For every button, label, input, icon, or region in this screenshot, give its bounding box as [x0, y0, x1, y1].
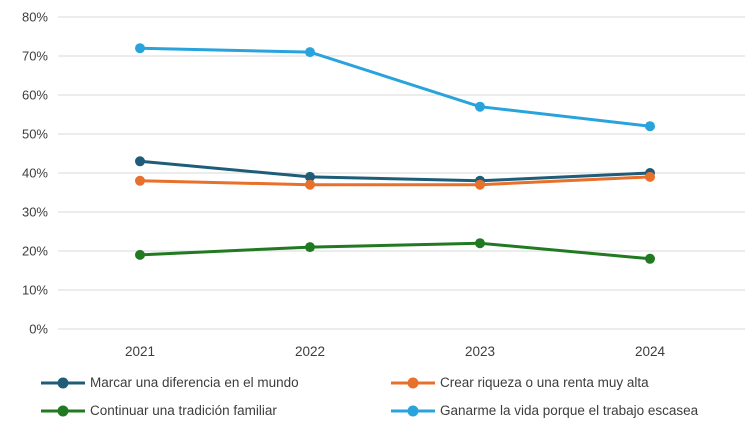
chart-plot-area: 0% 10% 20% 30% 40% 50% 60% 70% 80% 2021 2022 2023 20…	[22, 10, 745, 359]
legend-label: Crear riqueza o una renta muy alta	[440, 375, 649, 390]
legend-line-marker-icon	[41, 377, 85, 388]
legend-item-marcar-una-diferencia: Marcar una diferencia en el mundo	[40, 370, 390, 395]
svg-text:50%: 50%	[22, 127, 48, 142]
legend-line-marker-icon	[41, 405, 85, 416]
svg-text:80%: 80%	[22, 10, 48, 25]
legend-item-continuar-tradicion: Continuar una tradición familiar	[40, 398, 390, 423]
legend-line-marker-icon	[391, 377, 435, 388]
svg-text:2021: 2021	[125, 344, 155, 359]
legend-label: Continuar una tradición familiar	[90, 403, 277, 418]
svg-text:10%: 10%	[22, 283, 48, 298]
legend-item-ganarme-la-vida: Ganarme la vida porque el trabajo escase…	[390, 398, 754, 423]
legend-line-marker-icon	[391, 405, 435, 416]
svg-text:2022: 2022	[295, 344, 325, 359]
chart-legend: Marcar una diferencia en el mundo Crear …	[0, 370, 754, 423]
svg-text:60%: 60%	[22, 88, 48, 103]
legend-label: Marcar una diferencia en el mundo	[90, 375, 299, 390]
legend-label: Ganarme la vida porque el trabajo escase…	[440, 403, 699, 418]
svg-text:20%: 20%	[22, 244, 48, 259]
svg-text:2023: 2023	[465, 344, 495, 359]
svg-text:2024: 2024	[635, 344, 666, 359]
svg-text:40%: 40%	[22, 166, 48, 181]
svg-text:0%: 0%	[29, 322, 48, 337]
svg-text:30%: 30%	[22, 205, 48, 220]
svg-text:70%: 70%	[22, 49, 48, 64]
legend-item-crear-riqueza: Crear riqueza o una renta muy alta	[390, 370, 754, 395]
